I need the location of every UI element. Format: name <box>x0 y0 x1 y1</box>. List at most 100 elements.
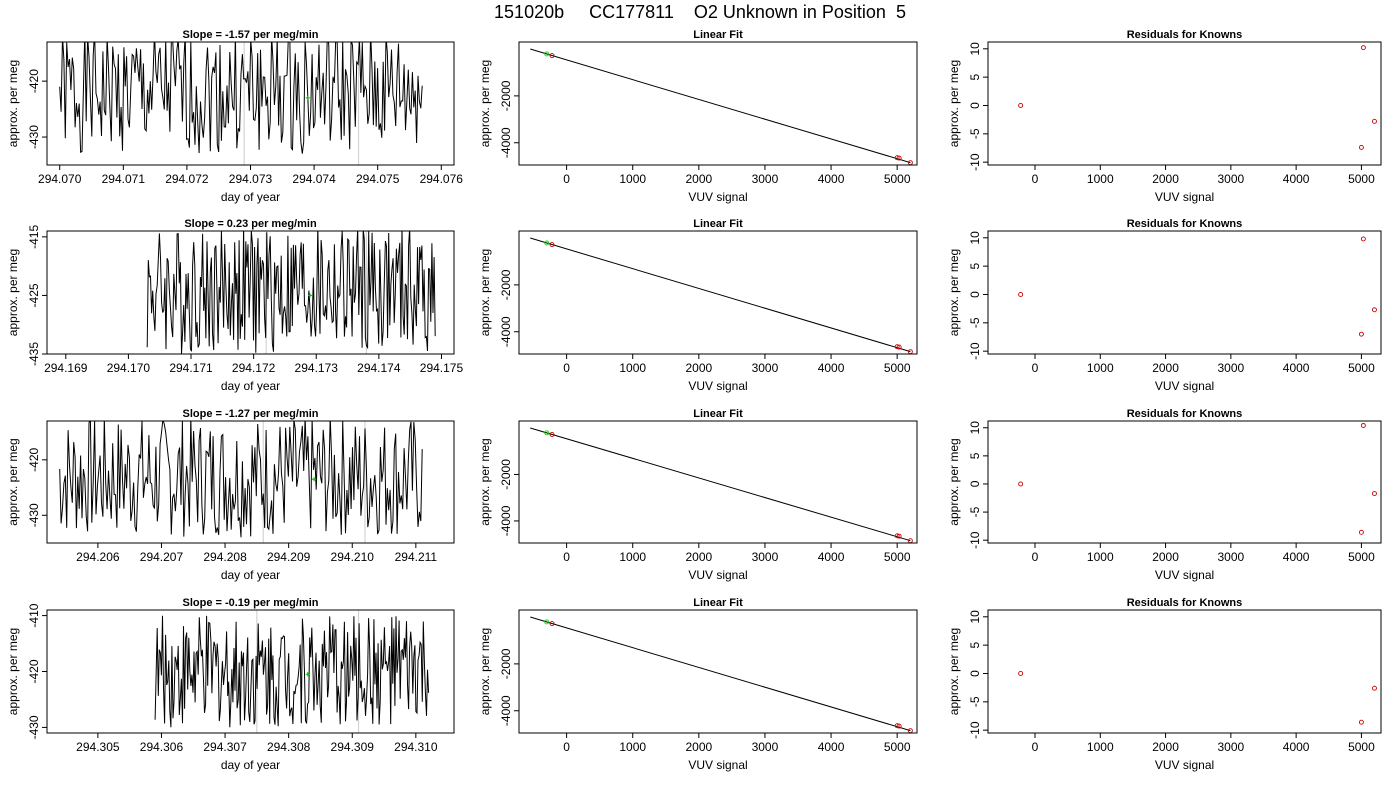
plot-frame <box>518 41 918 166</box>
x-tick-label: 3000 <box>1217 740 1244 754</box>
data-point <box>544 430 550 436</box>
y-tick-label: 0 <box>968 480 982 487</box>
data-point <box>894 723 900 729</box>
y-tick-label: -10 <box>968 531 982 549</box>
x-tick-label: 1000 <box>1087 740 1114 754</box>
x-tick-label: 2000 <box>1152 740 1179 754</box>
data-point <box>544 619 550 625</box>
y-tick-label: -2000 <box>499 80 513 111</box>
y-tick-label: -5 <box>968 317 982 328</box>
x-tick-label: 5000 <box>1348 740 1375 754</box>
x-tick-label: 3000 <box>752 172 779 186</box>
x-tick-label: 0 <box>1032 740 1039 754</box>
x-tick-label: 4000 <box>818 740 845 754</box>
panel-1-1: 294.070 294.071 294.072 294.073 294.074 294.0… <box>6 29 463 204</box>
y-tick-label: -430 <box>27 503 41 527</box>
data-point <box>1018 671 1024 676</box>
y-tick-label: -420 <box>27 447 41 471</box>
series-line <box>59 42 423 154</box>
y-tick-label: -5 <box>968 506 982 517</box>
panel-3-1: 294.206 294.207 294.208 294.209 294.210 294.2… <box>6 408 455 582</box>
plot-frame <box>518 420 918 544</box>
x-tick-label: 294.211 <box>395 550 438 564</box>
x-tick-label: 294.172 <box>232 361 276 375</box>
data-point <box>1360 236 1366 242</box>
y-tick-label: -2000 <box>499 459 513 490</box>
y-tick-label: 10 <box>968 42 982 56</box>
y-tick-label: 10 <box>968 610 982 624</box>
x-tick-label: 5000 <box>884 550 911 564</box>
x-tick-label: 294.170 <box>107 361 151 375</box>
x-tick-label: 2000 <box>1152 172 1179 186</box>
y-tick-label: -420 <box>27 69 41 93</box>
panel-2-1: 294.169 294.170 294.171 294.172 294.173 294.1… <box>6 218 463 393</box>
y-tick-label: -430 <box>27 125 41 149</box>
x-tick-label: 3000 <box>1217 172 1244 186</box>
data-point <box>1018 292 1024 297</box>
x-axis-label: day of year <box>221 190 280 204</box>
y-tick-label: -10 <box>968 721 982 739</box>
x-tick-label: 294.310 <box>394 740 438 754</box>
panel-3-3: 0 1000 2000 3000 4000 5000 10 5 0 -5 -10 Residuals … <box>947 408 1382 582</box>
fit-line <box>530 616 911 732</box>
x-tick-label: 0 <box>563 740 570 754</box>
x-tick-label: 294.173 <box>295 361 339 375</box>
average-marker <box>312 477 317 482</box>
x-tick-label: 294.207 <box>140 550 184 564</box>
data-point <box>549 621 555 627</box>
x-tick-label: 1000 <box>619 172 646 186</box>
x-tick-label: 5000 <box>1348 361 1375 375</box>
x-tick-label: 4000 <box>1283 361 1310 375</box>
x-tick-label: 2000 <box>685 740 712 754</box>
x-tick-label: 294.073 <box>229 172 273 186</box>
y-tick-label: -10 <box>968 153 982 171</box>
x-tick-label: 5000 <box>1348 172 1375 186</box>
series-line <box>146 231 436 354</box>
data-point <box>1360 423 1366 428</box>
x-tick-label: 294.074 <box>292 172 336 186</box>
x-tick-label: 1000 <box>619 550 646 564</box>
panel-1-2: 0 1000 2000 3000 4000 5000 -2000 -4000 Linear Fi… <box>478 29 918 204</box>
x-tick-label: 4000 <box>1283 740 1310 754</box>
y-axis-label: approx. per meg <box>478 628 492 715</box>
data-point <box>896 344 902 350</box>
y-tick-label: 5 <box>968 452 982 459</box>
x-axis-label: VUV signal <box>1155 568 1214 582</box>
average-marker <box>305 95 310 100</box>
x-tick-label: 1000 <box>1087 361 1114 375</box>
x-tick-label: 1000 <box>619 740 646 754</box>
panel-title: Slope = -1.27 per meg/min <box>182 408 318 420</box>
x-tick-label: 1000 <box>1087 550 1114 564</box>
x-axis-label: VUV signal <box>1155 190 1214 204</box>
y-tick-label: -2000 <box>499 648 513 679</box>
y-tick-label: 10 <box>968 231 982 245</box>
data-point <box>896 723 902 729</box>
x-axis-label: VUV signal <box>1155 379 1214 393</box>
x-tick-label: 0 <box>1032 172 1039 186</box>
x-tick-label: 294.169 <box>44 361 88 375</box>
x-tick-label: 0 <box>1032 361 1039 375</box>
x-tick-label: 294.174 <box>357 361 401 375</box>
y-axis-label: approx. per meg <box>6 628 20 715</box>
panel-title: Residuals for Knowns <box>1127 408 1243 420</box>
y-tick-label: 0 <box>968 102 982 109</box>
x-axis-label: VUV signal <box>688 568 747 582</box>
x-tick-label: 294.209 <box>267 550 311 564</box>
y-tick-label: -4000 <box>499 695 513 726</box>
data-point <box>1372 685 1377 691</box>
y-tick-label: -430 <box>27 715 41 739</box>
x-tick-label: 2000 <box>685 361 712 375</box>
panel-title: Slope = 0.23 per meg/min <box>184 218 317 230</box>
x-axis-label: day of year <box>221 758 280 772</box>
y-tick-label: -4000 <box>499 316 513 347</box>
data-point <box>894 155 900 161</box>
panel-title: Residuals for Knowns <box>1127 29 1243 41</box>
x-tick-label: 294.208 <box>203 550 247 564</box>
x-axis-label: day of year <box>221 379 280 393</box>
plot-frame <box>987 609 1382 734</box>
panel-title: Residuals for Knowns <box>1127 597 1243 609</box>
x-tick-label: 294.309 <box>331 740 375 754</box>
series-line <box>59 421 423 538</box>
x-tick-label: 4000 <box>818 172 845 186</box>
